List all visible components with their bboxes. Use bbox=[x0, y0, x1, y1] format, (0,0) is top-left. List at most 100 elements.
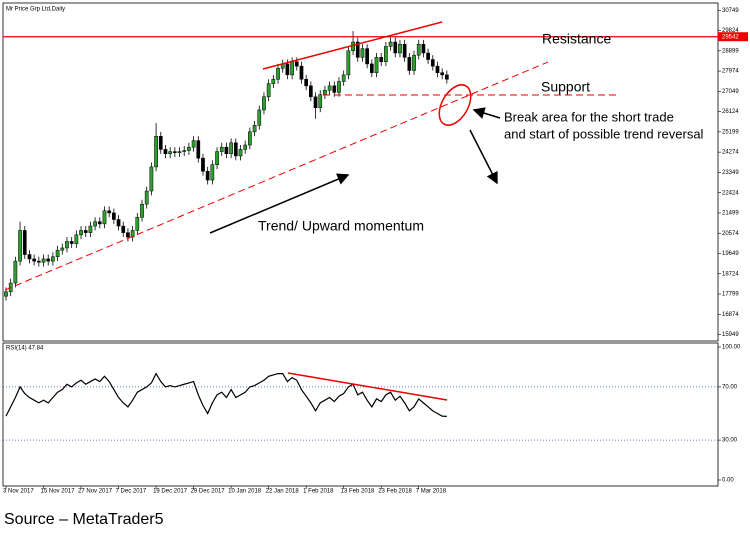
candle-body bbox=[243, 144, 248, 150]
rsi-trendline bbox=[287, 372, 448, 401]
break-area-ellipse bbox=[438, 84, 472, 126]
rsi-line bbox=[5, 372, 447, 417]
candle-body bbox=[60, 247, 65, 251]
annotation: Resistance bbox=[542, 31, 611, 47]
candle-body bbox=[149, 166, 154, 192]
candle-body bbox=[88, 225, 93, 233]
candle-body bbox=[266, 83, 271, 98]
x-tick-label: 29 Dec 2017 bbox=[191, 489, 226, 495]
x-tick-label: 1 Feb 2018 bbox=[303, 489, 334, 495]
y-tick-label: 29824 bbox=[722, 28, 739, 34]
candle-body bbox=[238, 149, 243, 157]
candle-body bbox=[271, 79, 276, 84]
candle-body bbox=[384, 46, 388, 62]
candle-body bbox=[421, 43, 426, 54]
x-tick-label: 13 Feb 2018 bbox=[341, 489, 375, 495]
y-tick-label: 23349 bbox=[722, 170, 739, 176]
annotation: Trend/ Upward momentum bbox=[258, 218, 424, 234]
candle-body bbox=[168, 151, 173, 155]
x-tick-label: 19 Dec 2017 bbox=[153, 489, 188, 495]
candle-body bbox=[290, 61, 294, 76]
candle-body bbox=[210, 164, 215, 181]
candle-body bbox=[22, 230, 27, 255]
candle-body bbox=[402, 43, 407, 58]
candle-body bbox=[332, 85, 337, 93]
candle-body bbox=[379, 57, 384, 62]
candle-body bbox=[276, 68, 280, 80]
y-tick-label: 28899 bbox=[722, 48, 739, 54]
y-tick-label: 0.00 bbox=[722, 478, 734, 484]
candle-body bbox=[158, 135, 163, 150]
annotation: Break area for the short trade bbox=[504, 109, 674, 124]
candle-body bbox=[65, 241, 69, 249]
candle-body bbox=[130, 230, 135, 238]
candle-body bbox=[93, 221, 97, 227]
y-tick-label: 24274 bbox=[722, 150, 739, 156]
x-tick-label: 22 Jan 2018 bbox=[266, 489, 300, 495]
upper-trendline bbox=[262, 21, 443, 70]
candle-body bbox=[177, 151, 182, 153]
y-tick-label: 22424 bbox=[722, 190, 739, 196]
candle-body bbox=[201, 157, 205, 172]
annotation: Support bbox=[541, 79, 590, 95]
candle-body bbox=[55, 249, 60, 257]
candle-body bbox=[191, 140, 196, 148]
y-tick-label: 25199 bbox=[722, 129, 739, 135]
y-tick-label: 27974 bbox=[722, 69, 739, 75]
candle-body bbox=[360, 48, 365, 58]
candle-body bbox=[412, 54, 416, 71]
y-tick-label: 17799 bbox=[722, 292, 739, 298]
candle-body bbox=[215, 151, 219, 165]
arrow bbox=[209, 173, 350, 234]
candle-body bbox=[327, 85, 332, 91]
candle-body bbox=[440, 72, 445, 76]
candle-body bbox=[32, 258, 36, 262]
candle-body bbox=[233, 142, 238, 157]
x-tick-label: 27 Nov 2017 bbox=[78, 489, 113, 495]
candle-body bbox=[126, 232, 130, 238]
candle-body bbox=[112, 212, 116, 220]
candle-body bbox=[27, 254, 32, 260]
candle-body bbox=[337, 81, 341, 93]
candle-body bbox=[323, 89, 327, 95]
candle-body bbox=[229, 142, 233, 155]
price-label-box bbox=[718, 32, 748, 42]
candle-body bbox=[46, 258, 51, 262]
y-tick-label: 27049 bbox=[722, 89, 739, 95]
candle-body bbox=[51, 256, 55, 262]
x-tick-label: 3 Nov 2017 bbox=[3, 489, 34, 495]
candle-body bbox=[135, 217, 140, 231]
arrow bbox=[469, 129, 498, 185]
candle-body bbox=[435, 65, 440, 73]
indicator-title: RSI(14) 47.84 bbox=[6, 346, 44, 352]
candle-body bbox=[445, 74, 449, 80]
candle-body bbox=[219, 146, 224, 152]
candle-body bbox=[69, 241, 74, 244]
candle-body bbox=[393, 41, 398, 54]
candle-body bbox=[79, 230, 83, 236]
candle-body bbox=[163, 149, 168, 155]
lower-trendline bbox=[4, 61, 549, 291]
candle-body bbox=[107, 210, 112, 214]
x-tick-label: 10 Jan 2018 bbox=[228, 489, 262, 495]
candle-body bbox=[116, 219, 121, 227]
y-tick-label: 20574 bbox=[722, 231, 739, 237]
candle-body bbox=[309, 85, 313, 98]
candle-body bbox=[318, 94, 323, 109]
x-tick-label: 15 Nov 2017 bbox=[41, 489, 76, 495]
candle-body bbox=[416, 43, 421, 56]
candle-body bbox=[369, 63, 374, 73]
candle-body bbox=[430, 59, 435, 67]
candle-body bbox=[304, 79, 309, 87]
candle-body bbox=[182, 150, 187, 152]
candle-body bbox=[355, 41, 360, 58]
candle-body bbox=[341, 74, 346, 82]
candle-body bbox=[257, 109, 262, 126]
candle-body bbox=[121, 225, 126, 233]
rsi-panel bbox=[2, 342, 719, 487]
candle-body bbox=[365, 48, 369, 65]
candle-body bbox=[285, 63, 290, 76]
price-label: 29542 bbox=[722, 34, 739, 40]
candle-body bbox=[299, 65, 304, 80]
